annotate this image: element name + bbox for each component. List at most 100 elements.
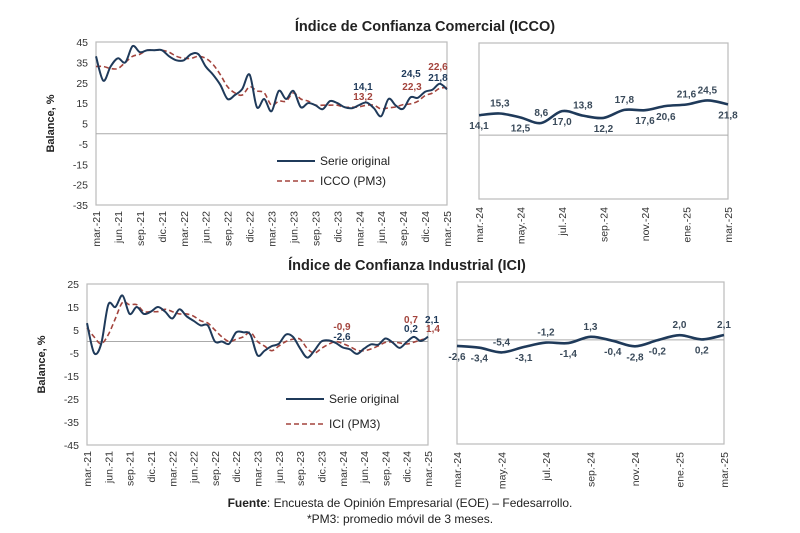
data-label: 1,4 <box>426 324 440 335</box>
data-label: -1,2 <box>537 328 555 339</box>
data-label: 21,6 <box>677 90 697 101</box>
x-tick-label: sep.-21 <box>125 451 137 486</box>
y-tick-label: -5 <box>70 348 79 360</box>
x-tick-label: mar.-25 <box>442 211 454 247</box>
x-tick-label: sep.-21 <box>135 211 147 246</box>
plot-frame <box>86 283 429 446</box>
x-tick-label: dic.-22 <box>245 211 257 243</box>
x-tick-label: jun.-23 <box>288 211 300 244</box>
x-tick-label: may.-24 <box>516 207 528 244</box>
data-label: 0,2 <box>695 345 709 356</box>
data-label: -3,1 <box>515 353 533 364</box>
pm3-series-line <box>86 300 429 354</box>
x-tick-label: dic.-23 <box>316 451 328 483</box>
data-label: -2,6 <box>333 332 351 343</box>
x-tick-label: jun.-22 <box>201 211 213 244</box>
source-label: Fuente <box>227 496 267 510</box>
x-tick-label: sep.-22 <box>223 211 235 246</box>
data-label: 2,0 <box>673 320 687 331</box>
x-tick-label: mar.-22 <box>167 451 179 487</box>
x-tick-label: sep.-23 <box>310 211 322 246</box>
data-label: -1,4 <box>560 349 578 360</box>
y-tick-label: -25 <box>64 394 79 406</box>
source-text: : Encuesta de Opinión Empresarial (EOE) … <box>266 496 573 510</box>
data-label: 17,0 <box>552 117 572 128</box>
data-label: 20,6 <box>656 112 676 123</box>
data-label: 13,2 <box>353 92 373 103</box>
x-tick-label: sep.-24 <box>380 451 392 486</box>
data-label: 17,6 <box>635 116 655 127</box>
data-label: -5,4 <box>493 337 511 348</box>
x-tick-label: mar.-24 <box>474 207 486 243</box>
chart-title: Índice de Confianza Industrial (ICI) <box>288 257 526 274</box>
legend-pm3-label: ICI (PM3) <box>329 417 380 431</box>
data-label: 22,3 <box>402 82 422 93</box>
chart-title: Índice de Confianza Comercial (ICCO) <box>295 18 555 35</box>
data-label: 2,1 <box>717 320 731 331</box>
data-label: 14,1 <box>353 82 373 93</box>
y-tick-label: 25 <box>67 279 79 291</box>
y-tick-label: 5 <box>82 119 88 131</box>
data-label: 1,3 <box>584 322 598 333</box>
x-tick-label: jul.-24 <box>557 207 569 237</box>
x-tick-label: dic.-21 <box>157 211 169 243</box>
x-tick-label: mar.-25 <box>723 207 735 243</box>
x-tick-label: nov.-24 <box>640 207 652 241</box>
y-axis-label: Balance, % <box>36 335 48 393</box>
data-label: 0,7 <box>404 315 418 326</box>
x-tick-label: mar.-24 <box>452 452 464 488</box>
legend-original-label: Serie original <box>329 392 399 406</box>
x-tick-label: mar.-21 <box>91 211 103 247</box>
data-label: 14,1 <box>469 121 489 132</box>
y-tick-label: -25 <box>73 180 88 192</box>
x-tick-label: sep.-23 <box>295 451 307 486</box>
x-tick-label: dic.-21 <box>146 451 158 483</box>
x-tick-label: jun.-24 <box>359 451 371 484</box>
x-tick-label: jul.-24 <box>541 452 553 482</box>
x-tick-label: mar.-22 <box>179 211 191 247</box>
data-label: 0,2 <box>404 324 418 335</box>
data-label: -3,4 <box>471 354 489 365</box>
x-tick-label: jun.-23 <box>274 451 286 484</box>
y-tick-label: -15 <box>73 159 88 171</box>
x-tick-label: mar.-24 <box>338 451 350 487</box>
legend-original-label: Serie original <box>320 154 390 168</box>
x-tick-label: mar.-24 <box>354 211 366 247</box>
y-tick-label: 25 <box>76 78 88 90</box>
x-tick-label: sep.-22 <box>210 451 222 486</box>
y-tick-label: 45 <box>76 37 88 49</box>
y-tick-label: -15 <box>64 371 79 383</box>
x-tick-label: mar.-21 <box>82 451 94 487</box>
footnote: *PM3: promedio móvil de 3 meses. <box>306 512 494 526</box>
x-tick-label: may.-24 <box>497 452 509 489</box>
x-tick-label: sep.-24 <box>586 452 598 487</box>
data-label: -2,8 <box>626 352 644 363</box>
data-label: 2,1 <box>425 315 439 326</box>
y-tick-label: 15 <box>67 302 79 314</box>
x-tick-label: sep.-24 <box>398 211 410 246</box>
data-label: 8,6 <box>534 108 548 119</box>
plot-frame <box>456 281 725 445</box>
x-tick-label: mar.-23 <box>253 451 265 487</box>
x-tick-label: jun.-21 <box>113 211 125 244</box>
y-tick-label: -5 <box>79 139 88 151</box>
y-tick-label: 15 <box>76 98 88 110</box>
plot-frame <box>95 41 448 206</box>
data-label: 15,3 <box>490 99 510 110</box>
source-line: Fuente: Encuesta de Opinión Empresarial … <box>0 496 800 510</box>
x-tick-label: ene.-25 <box>682 207 694 243</box>
data-label: 12,2 <box>594 124 614 135</box>
y-axis-label: Balance, % <box>45 94 57 152</box>
x-tick-label: jun.-22 <box>189 451 201 484</box>
x-tick-label: ene.-25 <box>675 452 687 488</box>
original-series-line <box>86 294 429 359</box>
data-label: 13,8 <box>573 101 593 112</box>
x-tick-label: mar.-23 <box>267 211 279 247</box>
data-label: 22,6 <box>428 62 448 73</box>
x-tick-label: jun.-21 <box>103 451 115 484</box>
data-label: -0,4 <box>604 347 622 358</box>
x-tick-label: mar.-25 <box>423 451 435 487</box>
data-label: -0,9 <box>333 322 351 333</box>
original-series-line <box>95 44 448 118</box>
original-series-line <box>478 99 729 125</box>
